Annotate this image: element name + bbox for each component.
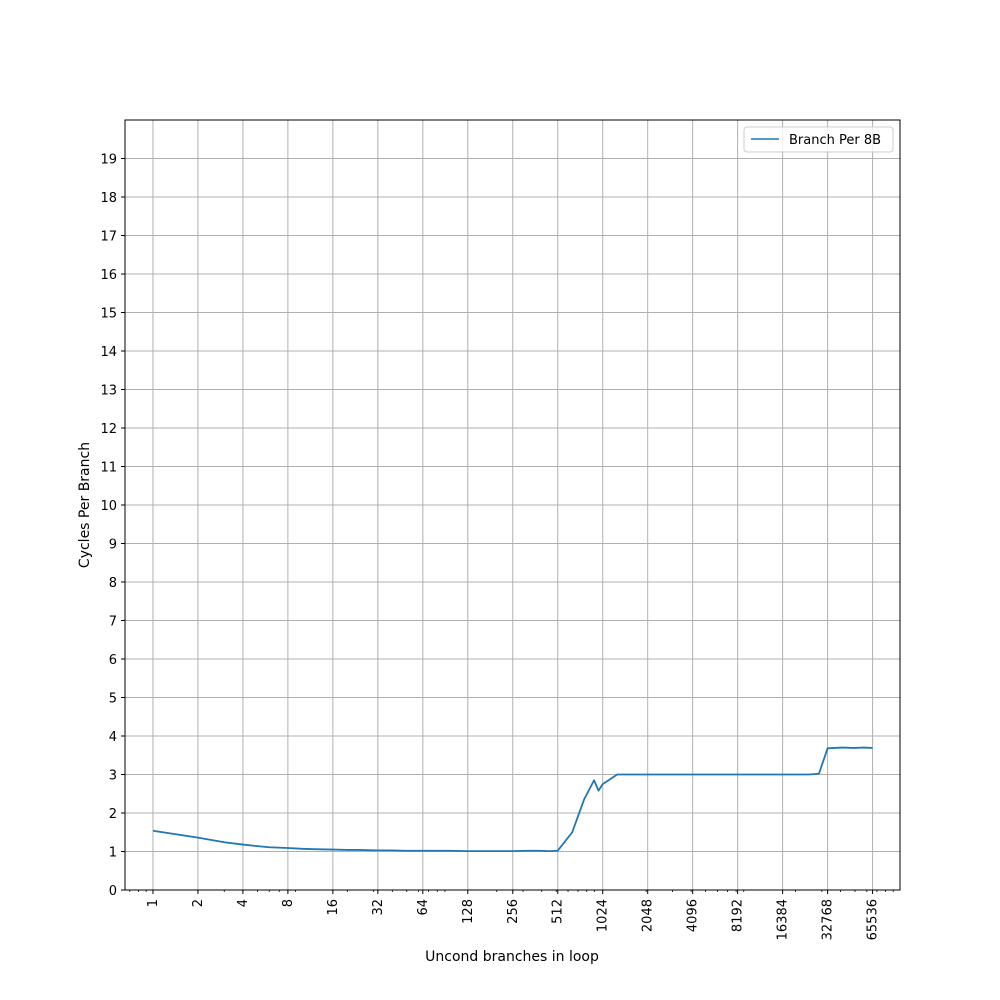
y-tick-label: 3 (109, 769, 117, 784)
x-tick-label: 8 (281, 899, 296, 907)
y-tick-label: 12 (100, 422, 117, 437)
legend-box (743, 126, 894, 153)
x-tick-label: 8192 (731, 899, 746, 932)
y-tick-label: 0 (109, 884, 117, 899)
x-tick-label: 65536 (866, 899, 881, 940)
y-tick-label: 19 (100, 153, 117, 168)
x-axis-label: Uncond branches in loop (425, 949, 599, 965)
y-tick-label: 2 (109, 807, 117, 822)
y-tick-label: 7 (109, 615, 117, 630)
y-tick-label: 10 (100, 499, 117, 514)
x-tick-label: 1 (146, 899, 161, 907)
x-tick-label: 1024 (596, 899, 611, 932)
y-tick-label: 15 (100, 307, 117, 322)
y-tick-label: 5 (109, 692, 117, 707)
x-tick-label: 512 (551, 899, 566, 924)
y-tick-label: 1 (109, 846, 117, 861)
x-tick-label: 32768 (821, 899, 836, 940)
x-tick-label: 256 (506, 899, 521, 924)
x-tick-label: 4096 (686, 899, 701, 932)
plot-frame (124, 119, 901, 891)
ticks: 1 2 4 8 16 32 64 128 256 512 1024 2048 4096 8192 16384… (100, 153, 880, 941)
legend: Branch Per 8B (743, 126, 894, 153)
x-tick-label: 32 (371, 899, 386, 916)
y-tick-label: 6 (109, 653, 117, 668)
x-tick-label: 16 (326, 899, 341, 916)
grid (125, 120, 900, 891)
y-tick-label: 9 (109, 538, 117, 553)
y-tick-label: 13 (100, 384, 117, 399)
y-axis-label: Cycles Per Branch (77, 442, 93, 568)
y-tick-label: 8 (109, 576, 117, 591)
x-tick-label: 128 (461, 899, 476, 924)
y-tick-label: 11 (100, 461, 117, 476)
x-tick-label: 64 (416, 899, 431, 916)
y-tick-label: 14 (100, 345, 117, 360)
x-tick-label: 2048 (641, 899, 656, 932)
y-tick-label: 16 (100, 268, 117, 283)
x-tick-label: 4 (236, 899, 251, 907)
x-tick-label: 16384 (776, 899, 791, 940)
legend-label: Branch Per 8B (789, 133, 881, 148)
series-layer (152, 746, 873, 853)
x-tick-label: 2 (191, 899, 206, 907)
series-line (152, 746, 873, 853)
y-tick-label: 17 (100, 230, 117, 245)
y-tick-label: 4 (109, 730, 117, 745)
y-tick-label: 18 (100, 191, 117, 206)
